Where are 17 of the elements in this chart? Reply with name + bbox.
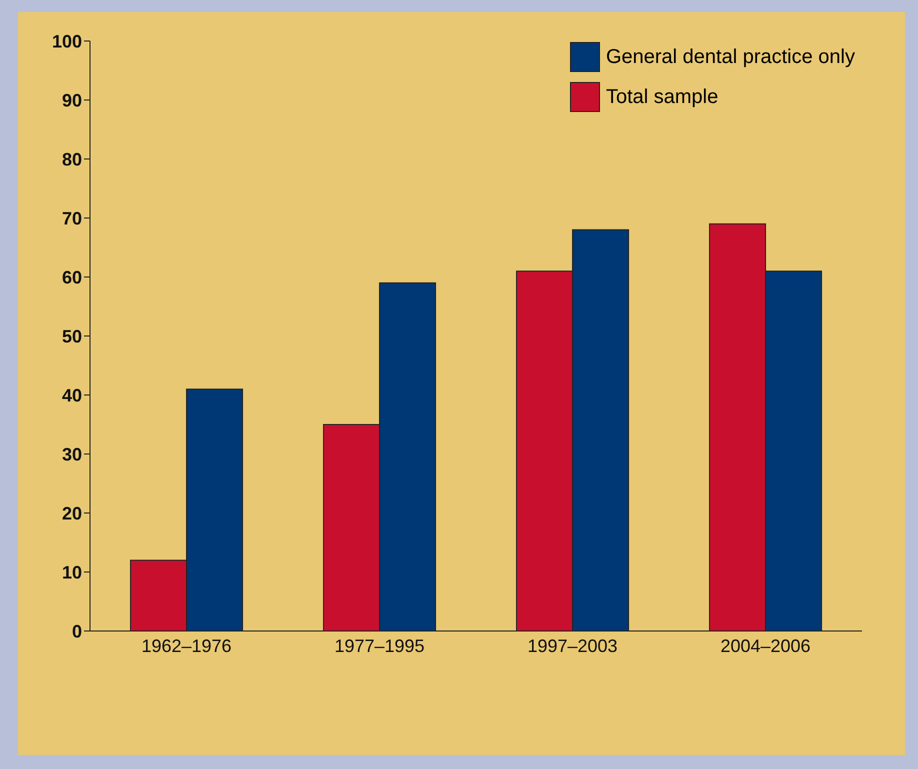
- y-tick-label: 20: [62, 503, 82, 524]
- y-tick-label: 50: [62, 326, 82, 346]
- y-tick-label: 40: [62, 385, 82, 406]
- y-tick-label: 80: [62, 149, 82, 170]
- y-tick-label: 70: [62, 208, 82, 228]
- legend-label: General dental practice only: [606, 46, 855, 68]
- x-tick-label: 1977–1995: [334, 636, 425, 656]
- y-tick-label: 10: [62, 562, 82, 582]
- y-tick-label: 0: [72, 621, 82, 642]
- y-tick-label: 30: [62, 444, 82, 464]
- x-tick-label: 1962–1976: [141, 636, 232, 656]
- legend-label: Total sample: [606, 86, 718, 108]
- y-tick-label: 90: [62, 90, 82, 110]
- x-tick-label: 1997–2003: [527, 636, 618, 656]
- x-tick-label: 2004–2006: [720, 636, 811, 656]
- y-tick-label: 60: [62, 267, 82, 288]
- y-tick-label: 100: [52, 31, 82, 52]
